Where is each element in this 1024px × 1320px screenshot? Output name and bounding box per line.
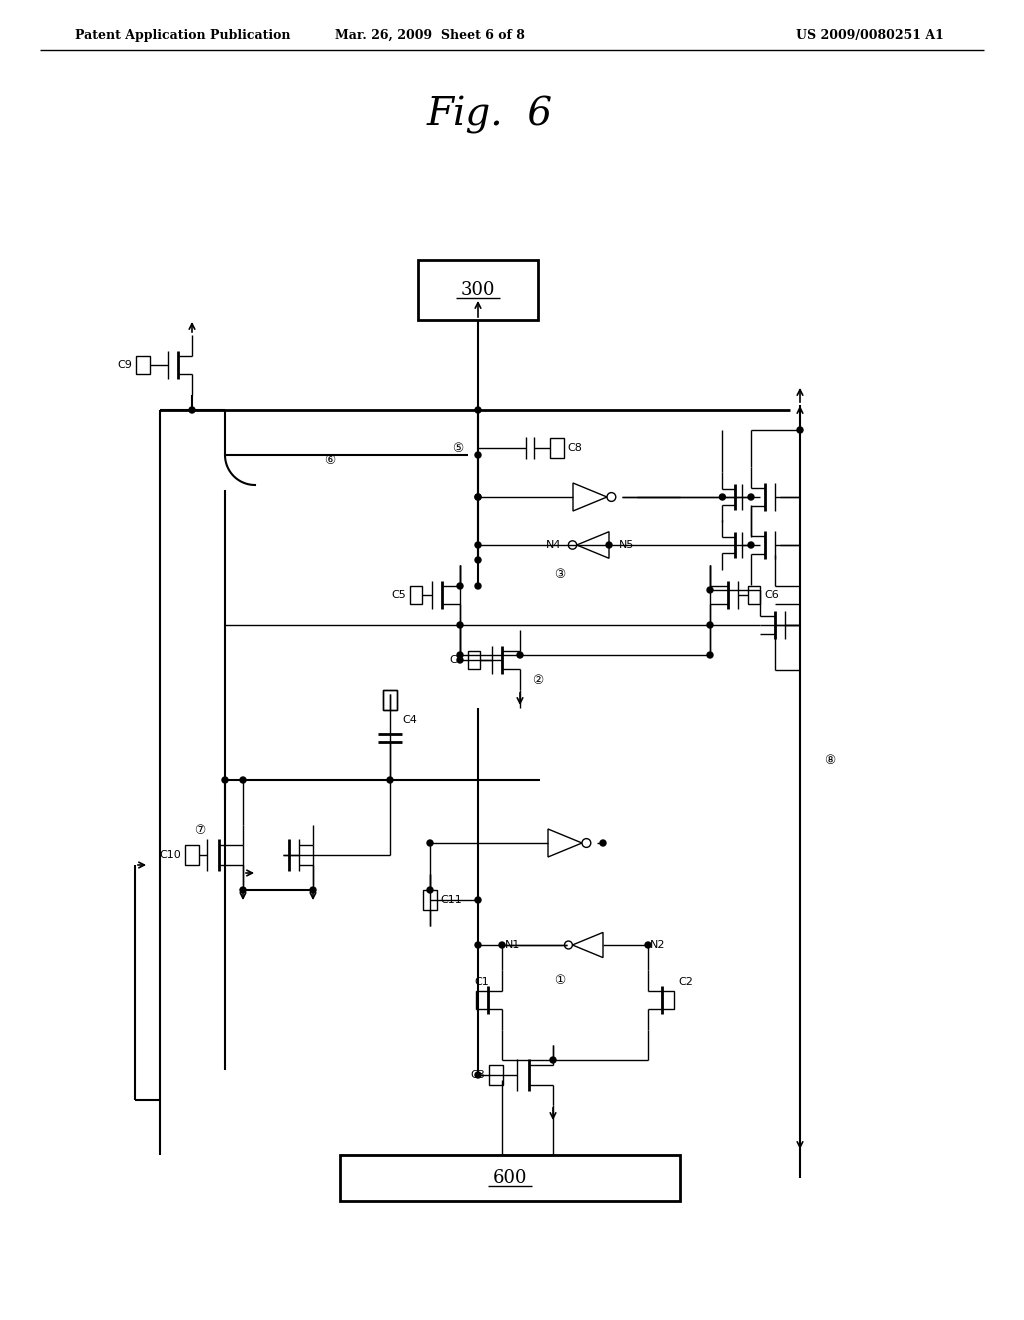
Circle shape	[748, 494, 754, 500]
Circle shape	[600, 840, 606, 846]
Text: Patent Application Publication: Patent Application Publication	[75, 29, 291, 41]
Text: C10: C10	[160, 850, 181, 861]
Text: C1: C1	[474, 977, 488, 987]
Circle shape	[475, 543, 481, 548]
Text: N5: N5	[618, 540, 635, 550]
Circle shape	[310, 887, 316, 894]
Text: US 2009/0080251 A1: US 2009/0080251 A1	[796, 29, 944, 41]
Circle shape	[427, 887, 433, 894]
Circle shape	[475, 898, 481, 903]
Bar	[550, 438, 564, 458]
Text: C5: C5	[391, 590, 406, 601]
Circle shape	[606, 543, 612, 548]
Circle shape	[475, 494, 481, 500]
Text: Fig.  6: Fig. 6	[427, 96, 553, 135]
Text: ⑧: ⑧	[824, 754, 836, 767]
Circle shape	[707, 622, 713, 628]
Circle shape	[645, 942, 651, 948]
Circle shape	[387, 777, 393, 783]
Text: N1: N1	[505, 940, 520, 950]
Circle shape	[720, 494, 725, 500]
Circle shape	[189, 407, 195, 413]
Bar	[410, 586, 422, 605]
Circle shape	[475, 1072, 481, 1078]
Text: C3: C3	[470, 1071, 485, 1080]
Bar	[748, 586, 760, 605]
Text: ③: ③	[554, 569, 565, 582]
Text: C9: C9	[117, 360, 132, 370]
Bar	[418, 260, 538, 319]
Text: ②: ②	[532, 673, 544, 686]
Text: ①: ①	[554, 974, 565, 986]
Text: ⑥: ⑥	[325, 454, 336, 466]
Text: ⑤: ⑤	[453, 441, 464, 454]
Text: N2: N2	[650, 940, 666, 950]
Text: C8: C8	[567, 444, 582, 453]
Text: C11: C11	[440, 895, 462, 906]
Bar	[383, 690, 397, 710]
Bar	[136, 356, 150, 374]
Text: C4: C4	[402, 715, 417, 725]
Circle shape	[457, 657, 463, 663]
Bar	[340, 1155, 680, 1201]
Bar	[468, 651, 480, 669]
Circle shape	[222, 777, 228, 783]
Circle shape	[748, 543, 754, 548]
Circle shape	[475, 451, 481, 458]
Circle shape	[475, 407, 481, 413]
Bar	[185, 845, 199, 865]
Text: N4: N4	[546, 540, 561, 550]
Circle shape	[475, 494, 481, 500]
Circle shape	[517, 652, 523, 657]
Text: C7: C7	[450, 655, 464, 665]
Circle shape	[707, 587, 713, 593]
Text: 600: 600	[493, 1170, 527, 1187]
Circle shape	[240, 777, 246, 783]
Text: C6: C6	[764, 590, 778, 601]
Bar	[383, 690, 397, 710]
Circle shape	[475, 942, 481, 948]
Circle shape	[240, 887, 246, 894]
Circle shape	[707, 652, 713, 657]
Bar	[489, 1065, 503, 1085]
Text: ⑦: ⑦	[195, 824, 206, 837]
Text: 300: 300	[461, 281, 496, 300]
Circle shape	[457, 583, 463, 589]
Circle shape	[797, 426, 803, 433]
Circle shape	[457, 622, 463, 628]
Circle shape	[475, 557, 481, 564]
Circle shape	[499, 942, 505, 948]
Text: Mar. 26, 2009  Sheet 6 of 8: Mar. 26, 2009 Sheet 6 of 8	[335, 29, 525, 41]
Circle shape	[457, 652, 463, 657]
Circle shape	[475, 583, 481, 589]
Bar	[662, 991, 674, 1008]
Circle shape	[427, 840, 433, 846]
Bar	[423, 890, 437, 909]
Text: C2: C2	[678, 977, 693, 987]
Bar	[476, 991, 488, 1008]
Circle shape	[550, 1057, 556, 1063]
